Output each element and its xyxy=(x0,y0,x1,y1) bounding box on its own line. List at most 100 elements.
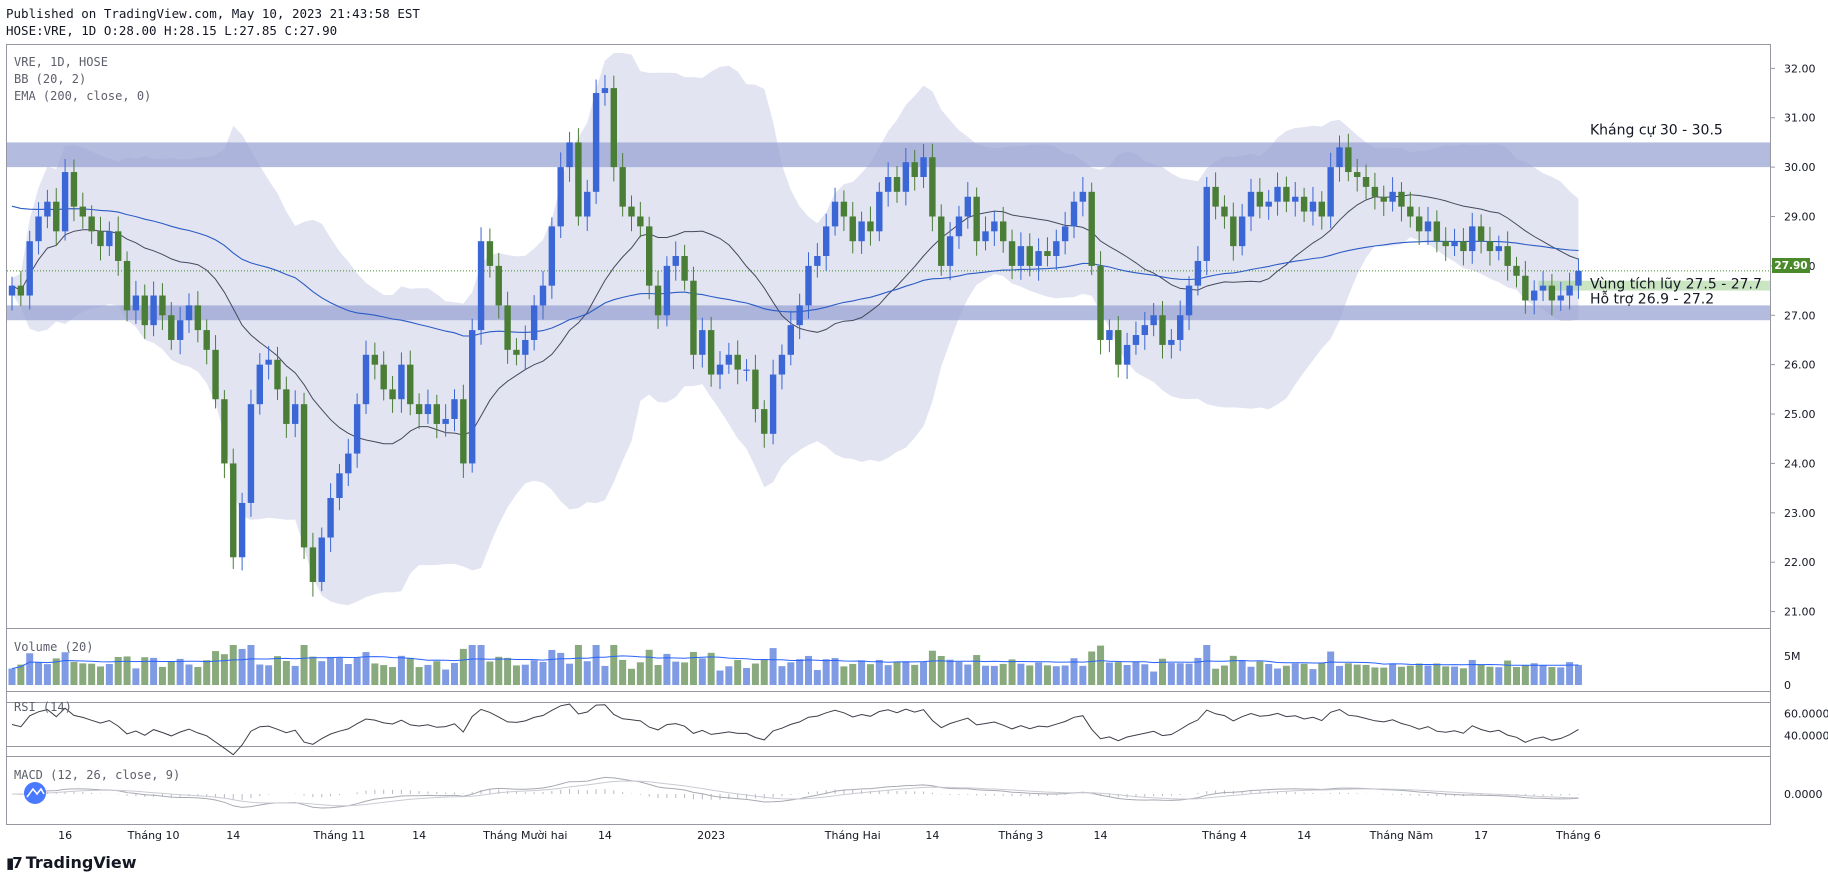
candle-body xyxy=(1389,191,1396,202)
candle xyxy=(637,201,644,238)
candle-body xyxy=(884,176,892,192)
candle-body xyxy=(787,325,794,355)
candle xyxy=(168,302,175,350)
candle-body xyxy=(637,216,644,227)
candle xyxy=(681,244,688,291)
candle xyxy=(1150,302,1157,337)
zone-support xyxy=(7,305,1770,321)
volume-bar xyxy=(1530,663,1538,685)
candle-body xyxy=(761,409,768,434)
candle-body xyxy=(1044,251,1051,257)
candle xyxy=(1221,195,1228,229)
candle xyxy=(557,152,564,239)
candle xyxy=(1531,280,1538,315)
candle xyxy=(1300,187,1308,223)
candle xyxy=(840,190,848,232)
candle xyxy=(690,266,697,370)
candle xyxy=(1132,321,1140,355)
volume-bar xyxy=(61,652,69,685)
candle-body xyxy=(1415,216,1423,232)
candle xyxy=(769,359,777,445)
legend-rsi: RSI (14) xyxy=(14,700,72,714)
volume-bar xyxy=(787,662,795,685)
candle xyxy=(106,221,113,256)
candle-body xyxy=(566,142,573,168)
candle-body xyxy=(230,463,237,558)
volume-bar xyxy=(1521,664,1529,685)
candle xyxy=(592,79,600,205)
time-tick-label: Tháng 11 xyxy=(313,829,366,842)
bb-band-fill xyxy=(12,53,1579,606)
volume-bar xyxy=(495,656,503,685)
volume-bar xyxy=(265,665,273,685)
candle-body xyxy=(398,364,405,400)
candle-body xyxy=(1274,186,1281,202)
candle-body xyxy=(592,93,600,192)
candle-body xyxy=(1212,186,1219,207)
legend-macd: MACD (12, 26, close, 9) xyxy=(14,768,180,782)
volume-bar xyxy=(982,665,989,685)
candle xyxy=(79,192,86,229)
macd-line xyxy=(11,776,1579,809)
candle-body xyxy=(1548,285,1556,301)
volume-bar xyxy=(238,648,246,685)
candles-layer[interactable] xyxy=(8,74,1582,597)
candle-body xyxy=(1522,275,1529,301)
time-tick-label: Tháng Hai xyxy=(824,829,881,842)
candle-body xyxy=(867,221,874,232)
candle-body xyxy=(70,172,78,207)
candle xyxy=(1451,228,1458,256)
candle xyxy=(495,252,502,319)
legend-symbol: VRE, 1D, HOSE xyxy=(14,55,108,69)
candle xyxy=(610,75,617,182)
candle xyxy=(991,211,998,247)
price-tick-label: 21.00 xyxy=(1784,606,1816,619)
candle xyxy=(1477,214,1485,254)
candle-body xyxy=(53,201,60,232)
volume-bar xyxy=(229,645,237,685)
volume-bar xyxy=(884,665,892,685)
volume-bar xyxy=(1274,668,1282,685)
volume-bar xyxy=(97,666,104,685)
candle-body xyxy=(849,216,856,242)
candle xyxy=(141,284,148,339)
tradingview-brand[interactable]: ▮7 TradingView xyxy=(6,853,137,872)
volume-bar xyxy=(1176,663,1184,685)
replay-badge-icon[interactable] xyxy=(24,782,46,804)
zone-label-1: Vùng tích lũy 27.5 - 27.7 xyxy=(1590,277,1762,293)
candle xyxy=(1017,232,1025,280)
candle xyxy=(469,318,476,473)
candle xyxy=(1265,189,1272,220)
candle-body xyxy=(1300,196,1308,212)
candle-body xyxy=(97,231,104,247)
volume-bar xyxy=(380,665,388,685)
candle xyxy=(442,404,449,437)
candle-body xyxy=(1238,216,1246,247)
volume-bar xyxy=(619,659,627,685)
candle-body xyxy=(734,354,741,370)
candle-body xyxy=(1017,246,1025,266)
volume-bar xyxy=(52,658,60,685)
candle xyxy=(1460,228,1467,266)
volume-bar xyxy=(1052,666,1060,685)
rsi-line xyxy=(11,703,1579,756)
candle xyxy=(1548,273,1556,316)
candle-body xyxy=(920,157,927,177)
candle xyxy=(283,376,290,438)
candle xyxy=(938,204,945,276)
candle-body xyxy=(1070,201,1078,227)
price-tick-label: 30.00 xyxy=(1784,161,1816,174)
volume-bar xyxy=(1574,665,1582,685)
candle-body xyxy=(681,256,688,281)
candle xyxy=(867,206,874,246)
candle-body xyxy=(44,201,51,217)
candle-body xyxy=(1150,315,1157,326)
candle-body xyxy=(1132,335,1140,345)
volume-bar xyxy=(335,657,343,685)
candle-body xyxy=(548,226,556,286)
volume-bar xyxy=(893,661,901,685)
candle xyxy=(601,74,609,106)
candle xyxy=(256,353,263,415)
candle xyxy=(1238,203,1246,256)
